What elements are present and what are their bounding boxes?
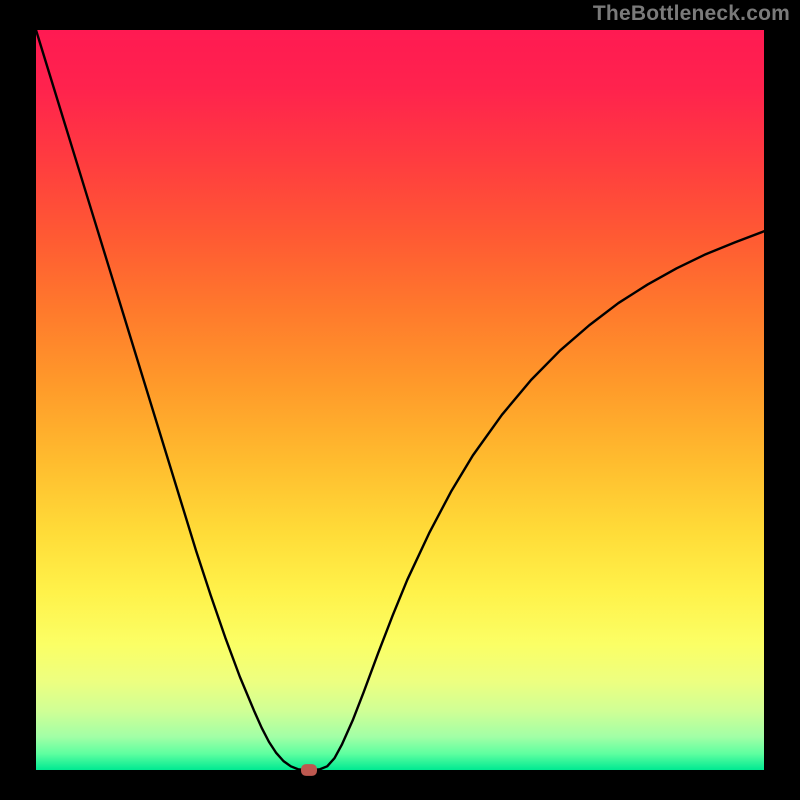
chart-stage: TheBottleneck.com [0,0,800,800]
chart-svg [0,0,800,800]
optimum-marker [301,764,317,776]
watermark-text: TheBottleneck.com [593,2,790,26]
plot-background [36,30,764,770]
